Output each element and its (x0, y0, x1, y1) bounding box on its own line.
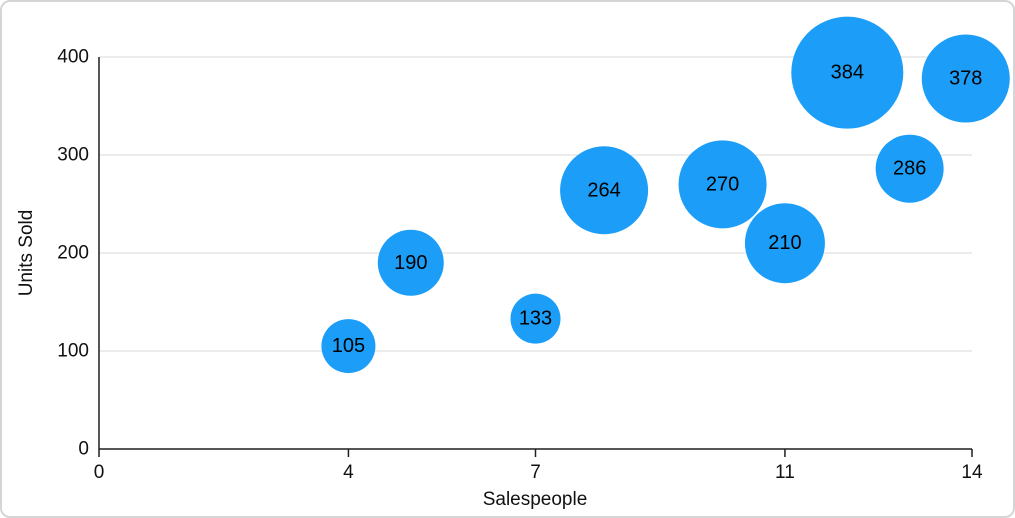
bubble[interactable] (678, 140, 767, 229)
bubble[interactable] (560, 146, 649, 235)
x-tick-label: 7 (530, 462, 541, 483)
bubble[interactable] (510, 293, 561, 344)
y-tick-label: 100 (57, 341, 89, 362)
bubble[interactable] (921, 34, 1010, 123)
y-tick-label: 300 (57, 145, 89, 166)
y-axis-title: Units Sold (16, 210, 37, 297)
axes (98, 57, 973, 457)
bubble[interactable] (791, 16, 904, 129)
x-tick-label: 14 (961, 462, 983, 483)
y-tick-label: 0 (78, 439, 89, 460)
tick-labels: 0 4 7 11 14 0 100 200 300 400 (57, 47, 983, 484)
x-axis-title: Salespeople (483, 489, 588, 510)
bubble[interactable] (321, 319, 376, 374)
x-tick-label: 11 (775, 462, 795, 483)
x-tick-label: 4 (343, 462, 354, 483)
x-tick-label: 0 (94, 462, 105, 483)
bubble[interactable] (377, 229, 444, 296)
bubble[interactable] (744, 203, 825, 284)
y-tick-label: 200 (57, 243, 89, 264)
y-tick-label: 400 (57, 47, 89, 68)
bubble[interactable] (875, 134, 944, 203)
